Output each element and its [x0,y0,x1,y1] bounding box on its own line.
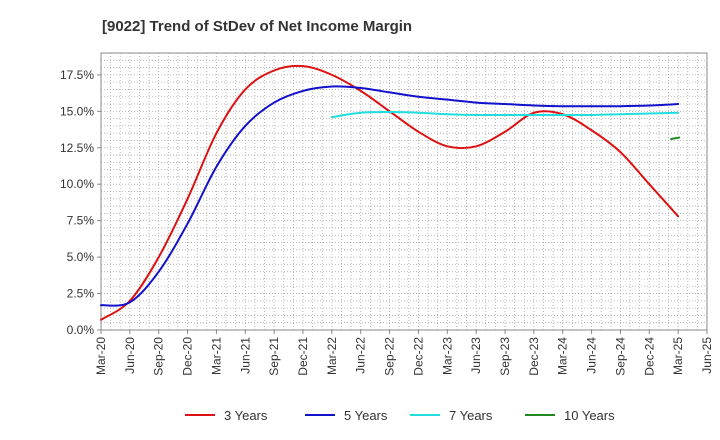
series-lines [100,64,681,321]
y-tick-label: 15.0% [60,104,94,118]
x-axis: Mar-20 Jun-20 Sep-20 Dec-20 Mar-21 Jun-21 Sep-… [94,330,714,376]
series-line-5-years [100,85,680,307]
x-tick-label: Mar-22 [325,337,339,375]
x-tick-label: Jun-23 [469,337,483,374]
x-tick-label: Sep-21 [267,337,281,376]
x-tick-label: Dec-22 [411,337,425,376]
x-tick-label: Mar-25 [671,337,685,375]
x-tick-label: Mar-24 [556,337,570,375]
x-tick-label: Jun-24 [585,337,599,374]
y-tick-label: 10.0% [60,177,94,191]
y-tick-label: 2.5% [67,287,95,301]
series-line-10-years [670,136,681,141]
chart-title: [9022] Trend of StDev of Net Income Marg… [102,18,412,35]
legend-label-5-years: 5 Years [344,408,388,423]
legend-label-10-years: 10 Years [564,408,615,423]
x-tick-label: Dec-20 [181,337,195,376]
x-tick-label: Dec-24 [642,337,656,376]
x-tick-label: Jun-20 [123,337,137,374]
y-tick-label: 12.5% [60,141,94,155]
x-tick-label: Sep-23 [498,337,512,376]
x-tick-label: Mar-20 [94,337,108,375]
x-tick-label: Jun-22 [354,337,368,374]
y-tick-label: 5.0% [67,250,95,264]
legend-label-3-years: 3 Years [224,408,268,423]
x-tick-label: Mar-21 [209,337,223,375]
series-line-7-years [330,111,680,119]
x-tick-label: Jun-25 [700,337,714,374]
plot-frame [100,52,708,331]
x-tick-label: Dec-23 [527,337,541,376]
legend-label-7-years: 7 Years [449,408,493,423]
x-tick-label: Sep-24 [613,337,627,376]
y-tick-label: 17.5% [60,68,94,82]
y-axis: 0.0% 2.5% 5.0% 7.5% 10.0% 12.5% 15.0% 17.5% [60,68,101,337]
y-tick-label: 0.0% [67,323,95,337]
x-tick-label: Sep-20 [152,337,166,376]
grid [101,53,708,330]
x-tick-label: Mar-23 [440,337,454,375]
x-tick-label: Jun-21 [238,337,252,374]
legend: 3 Years 5 Years 7 Years 10 Years [185,408,615,423]
x-tick-label: Sep-22 [383,337,397,376]
y-tick-label: 7.5% [67,214,95,228]
x-tick-label: Dec-21 [296,337,310,376]
